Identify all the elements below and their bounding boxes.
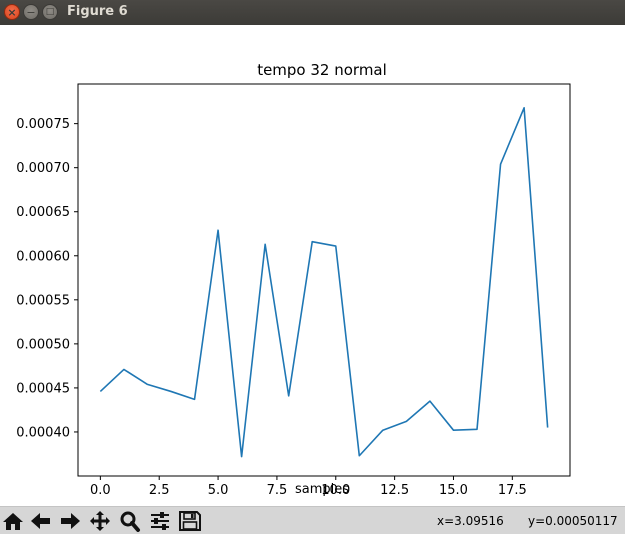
data-point (406, 421, 408, 423)
data-point (335, 245, 337, 247)
minimize-window-button[interactable]: − (23, 4, 39, 20)
data-point (382, 429, 384, 431)
y-tick-label: 0.00055 (16, 293, 70, 308)
data-point (194, 399, 196, 401)
x-tick-label: 10.0 (321, 483, 350, 498)
title-bar[interactable]: × − □ Figure 6 (0, 0, 625, 25)
x-tick-label: 7.5 (267, 483, 288, 498)
data-point (123, 369, 125, 371)
y-tick-label: 0.00060 (16, 249, 70, 264)
maximize-window-button[interactable]: □ (42, 4, 58, 20)
x-tick-label: 0.0 (90, 483, 111, 498)
pan-icon (90, 511, 110, 531)
x-tick-label: 12.5 (380, 483, 409, 498)
save-button[interactable] (177, 510, 203, 532)
y-tick-label: 0.00050 (16, 337, 70, 352)
y-tick-label: 0.00040 (16, 425, 70, 440)
back-icon (31, 513, 50, 529)
y-tick-label: 0.00070 (16, 161, 70, 176)
pan-button[interactable] (87, 510, 113, 532)
back-button[interactable] (28, 510, 54, 532)
forward-button[interactable] (57, 510, 83, 532)
data-point (523, 107, 525, 109)
data-point (547, 427, 549, 429)
data-point (500, 163, 502, 165)
home-button[interactable] (0, 510, 26, 532)
line-chart: tempo 32 normal 0.0 2.5 5.0 7.5 10.0 12.5 15.0… (16, 61, 571, 498)
forward-icon (61, 513, 80, 529)
data-point (453, 429, 455, 431)
data-point (241, 456, 243, 458)
figure-canvas[interactable]: tempo 32 normal 0.0 2.5 5.0 7.5 10.0 12.5 15.0… (0, 25, 625, 506)
data-point (288, 395, 290, 397)
y-tick-label: 0.00075 (16, 117, 70, 132)
data-point (476, 429, 478, 431)
zoom-button[interactable] (117, 510, 143, 532)
plot-layer: 0.0 2.5 5.0 7.5 10.0 12.5 15.0 17.5 0.00040 0.000… (16, 106, 549, 498)
data-point (264, 244, 266, 246)
save-icon (179, 511, 201, 531)
data-point (170, 391, 172, 393)
x-coordinate-readout: x=3.09516 (437, 514, 504, 528)
x-tick-label: 5.0 (208, 483, 229, 498)
data-point (311, 241, 313, 243)
x-tick-label: 15.0 (439, 483, 468, 498)
window-title: Figure 6 (67, 4, 128, 19)
x-axis-label: samples (295, 482, 349, 497)
series-line (99, 106, 549, 458)
data-point (100, 391, 102, 393)
x-tick-label: 2.5 (149, 483, 170, 498)
zoom-icon (120, 511, 140, 532)
y-tick-label: 0.00045 (16, 381, 70, 396)
y-coordinate-readout: y=0.00050117 (528, 514, 618, 528)
y-tick-label: 0.00065 (16, 205, 70, 220)
data-point (217, 229, 219, 231)
data-point (147, 384, 149, 386)
configure-subplots-button[interactable] (147, 510, 173, 532)
home-icon (3, 513, 23, 530)
navigation-toolbar: x=3.09516 y=0.00050117 (0, 506, 625, 534)
close-window-button[interactable]: × (4, 4, 20, 20)
configure-subplots-icon (151, 512, 169, 530)
data-point (359, 455, 361, 457)
axes-frame (77, 83, 571, 477)
data-point (429, 400, 431, 402)
chart-title: tempo 32 normal (257, 61, 387, 79)
x-tick-label: 17.5 (498, 483, 527, 498)
